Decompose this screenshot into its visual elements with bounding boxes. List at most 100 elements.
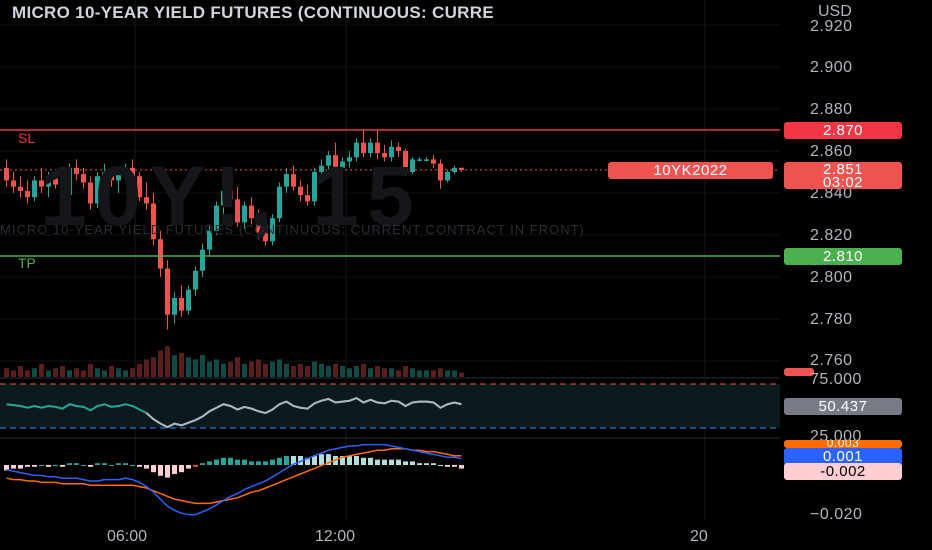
macd-pane xyxy=(4,443,464,516)
candle-body xyxy=(438,163,443,181)
macd-histogram-bar xyxy=(18,465,23,469)
volume-bar xyxy=(116,368,121,377)
macd-histogram-bar xyxy=(368,457,373,465)
candle-body xyxy=(452,167,457,172)
macd-value-tag: 0.001 xyxy=(784,448,902,465)
macd-histogram-bar xyxy=(123,463,128,465)
tp-line-label: TP xyxy=(18,255,36,271)
candle-body xyxy=(200,249,205,271)
volume-bar xyxy=(158,350,163,377)
macd-histogram-bar xyxy=(340,456,345,465)
macd-line xyxy=(6,443,462,516)
candle-body xyxy=(270,218,275,242)
volume-bar xyxy=(53,368,58,377)
macd-histogram-bar xyxy=(179,465,184,473)
candle-body xyxy=(53,178,58,185)
bar-countdown: 03:02 xyxy=(822,174,864,191)
macd-histogram-bar xyxy=(242,459,247,465)
candle-body xyxy=(39,180,44,187)
macd-histogram-bar xyxy=(221,457,226,465)
macd-histogram-bar xyxy=(256,461,261,465)
macd-histogram-bar xyxy=(32,465,37,467)
macd-histogram-bar xyxy=(200,463,205,465)
candle-body xyxy=(186,289,191,311)
signal-value-tag: -0.002 xyxy=(784,463,902,480)
candle-body xyxy=(116,174,121,181)
macd-histogram-bar xyxy=(39,465,44,466)
rsi-value-tag: 50.437 xyxy=(784,398,902,415)
macd-histogram-bar xyxy=(277,457,282,465)
volume-bar xyxy=(459,372,464,377)
volume-bar xyxy=(410,368,415,377)
volume-bar xyxy=(256,359,261,377)
candle-body xyxy=(333,155,338,168)
candle-body xyxy=(354,142,359,158)
macd-histogram-bar xyxy=(207,461,212,465)
price-tick: 2.920 xyxy=(810,18,853,35)
volume-bar xyxy=(32,368,37,377)
candle-body xyxy=(256,218,261,233)
candle-body xyxy=(396,146,401,151)
macd-histogram-bar xyxy=(249,461,254,465)
symbol-tag: 10YK2022 xyxy=(608,162,773,179)
volume-bar xyxy=(123,370,128,377)
rsi-pane xyxy=(0,383,780,429)
candle-body xyxy=(151,203,156,240)
volume-bar xyxy=(200,355,205,377)
symbol-title[interactable]: MICRO 10-YEAR YIELD FUTURES (CONTINUOUS:… xyxy=(12,3,494,22)
volume-bar xyxy=(403,366,408,377)
last-price-tag: 2.851 03:02 xyxy=(784,161,902,191)
macd-histogram-bar xyxy=(81,465,86,466)
volume-bar xyxy=(361,363,366,377)
macd-histogram-bar xyxy=(11,465,16,469)
candle-body xyxy=(249,205,254,219)
candle-body xyxy=(18,186,23,191)
last-price: 2.851 xyxy=(822,161,864,178)
macd-axis-tick: −0.020 xyxy=(810,506,863,523)
volume-bar xyxy=(270,361,275,377)
candle-body xyxy=(319,165,324,172)
volume-bar xyxy=(284,363,289,377)
macd-histogram-bar xyxy=(144,465,149,469)
time-tick: 12:00 xyxy=(315,528,356,545)
macd-histogram-bar xyxy=(172,465,177,474)
macd-histogram-bar xyxy=(431,463,436,465)
macd-histogram-bar xyxy=(410,461,415,465)
time-tick: 20 xyxy=(690,528,708,545)
candle-body xyxy=(263,232,268,242)
macd-histogram-bar xyxy=(270,459,275,465)
candle-body xyxy=(102,172,107,177)
price-tick: 2.900 xyxy=(810,59,853,76)
volume-bar xyxy=(249,361,254,377)
macd-histogram-bar xyxy=(116,463,121,465)
volume-bar xyxy=(74,368,79,377)
macd-histogram-bar xyxy=(228,457,233,465)
candle-body xyxy=(389,146,394,158)
volume-bar xyxy=(186,357,191,377)
rsi-line xyxy=(145,396,462,429)
volume-bar xyxy=(445,370,450,377)
candle-body xyxy=(431,159,436,164)
volume-bar xyxy=(277,359,282,377)
candle-body xyxy=(445,172,450,181)
macd-histogram-bar xyxy=(305,457,310,465)
candle-body xyxy=(25,190,30,198)
candle-body xyxy=(74,167,79,175)
candle-body xyxy=(228,190,233,200)
volume-bar xyxy=(417,370,422,377)
volume-bar xyxy=(326,366,331,377)
macd-histogram-bar xyxy=(193,465,198,467)
currency-label[interactable]: USD xyxy=(818,3,852,20)
volume-bar xyxy=(25,370,30,377)
volume-bar xyxy=(347,368,352,377)
volume-bar xyxy=(109,366,114,377)
macd-histogram-bar xyxy=(151,465,156,473)
candle-body xyxy=(109,172,114,181)
volume-bar xyxy=(67,370,72,377)
volume-bar xyxy=(333,363,338,377)
tp-price-tag: 2.810 xyxy=(784,248,902,265)
volume-bar xyxy=(179,352,184,377)
macd-histogram-bar xyxy=(354,456,359,465)
candle-body xyxy=(81,174,86,183)
